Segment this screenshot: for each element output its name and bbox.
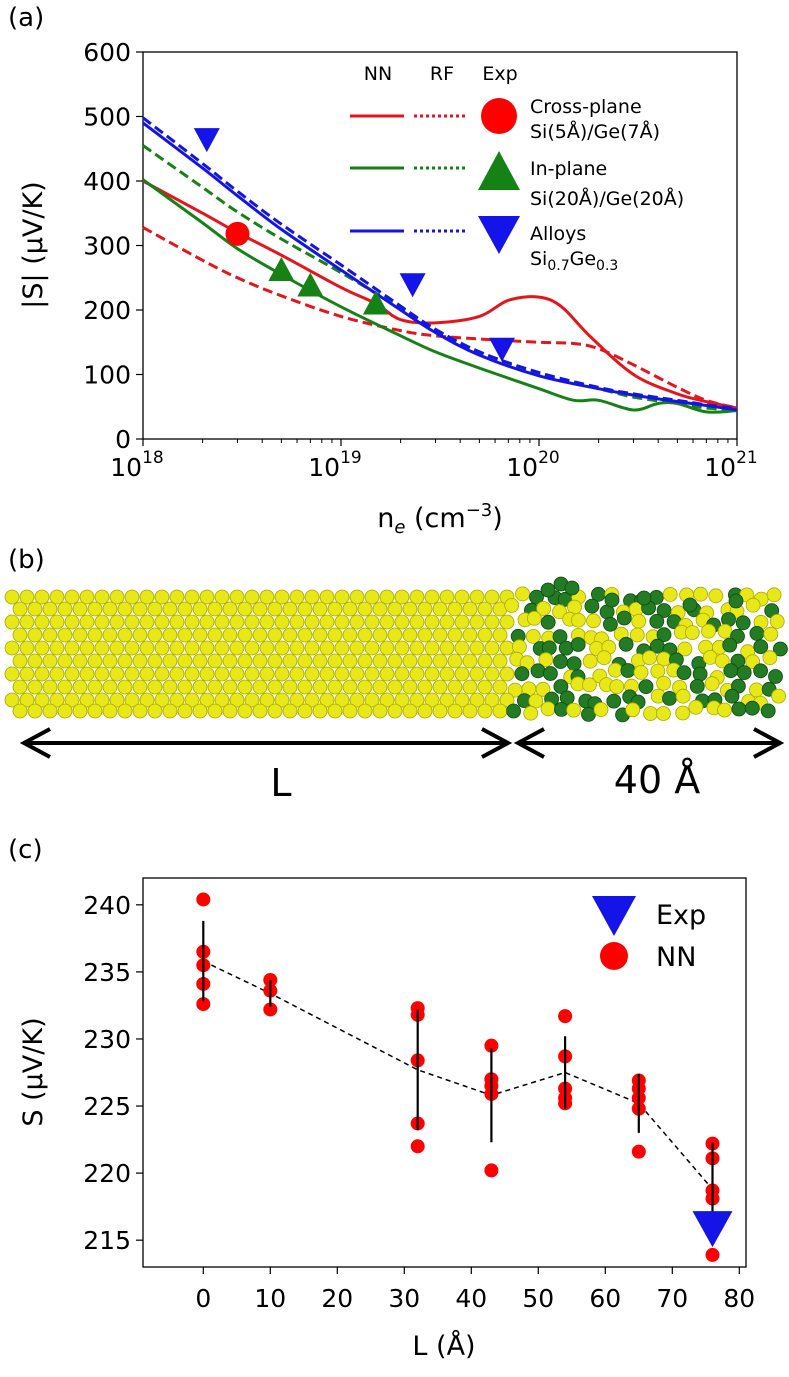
nn-point: [558, 1009, 573, 1024]
label-l: L: [270, 761, 291, 805]
series-alloys-rf: [142, 116, 738, 411]
plot-a-xtick-label: 1020: [506, 448, 559, 482]
nn-point: [263, 1002, 278, 1017]
plot-c-xtick-label: 10: [254, 1284, 286, 1313]
plot-c-ytick-label: 215: [83, 1226, 131, 1255]
plot-a-xlabel: ne (cm−3): [377, 500, 503, 538]
plot-c-xtick-label: 70: [656, 1284, 688, 1313]
plot-c-xtick-label: 60: [589, 1284, 621, 1313]
legend-alloys-line2: Si0.7Ge0.3: [530, 248, 618, 274]
plot-a-legend: NN RF Exp Cross-plane Si(5Å)/Ge(7Å) In-p…: [350, 63, 684, 274]
legend-cross-line2: Si(5Å)/Ge(7Å): [530, 120, 660, 143]
legend-c-nn-label: NN: [656, 942, 696, 973]
plot-c-ylabel: S (μV/K): [18, 1017, 49, 1126]
arrow-l-right-head: [481, 727, 513, 759]
label-40-angstrom: 40 Å: [614, 758, 700, 802]
nn-point: [196, 892, 211, 907]
point-in-plane-exp: [297, 272, 324, 297]
nn-point: [484, 1038, 499, 1053]
legend-cross-line1: Cross-plane: [530, 96, 642, 118]
plot-a-ytick-label: 0: [115, 425, 131, 454]
legend-header-nn: NN: [364, 63, 392, 85]
plot-c-xtick-label: 0: [195, 1284, 211, 1313]
legend-cross-exp-marker: [481, 98, 517, 134]
arrow-40-right-head: [753, 727, 785, 759]
plot-c: 0 10 20 30 40 50 60 70 80 215 220 225 230 235 240: [83, 877, 755, 1313]
plot-c-xtick-label: 20: [321, 1284, 353, 1313]
panel-b-label: (b): [8, 545, 45, 575]
legend-c-nn-marker: [600, 942, 628, 970]
plot-a-ytick-label: 600: [83, 38, 131, 67]
plot-c-ytick-label: 225: [83, 1092, 131, 1121]
series-alloys-nn: [142, 121, 738, 412]
point-in-plane-exp: [362, 290, 389, 315]
plot-c-legend: Exp NN: [592, 896, 706, 973]
nn-point: [631, 1144, 646, 1159]
plot-c-xtick-label: 80: [723, 1284, 755, 1313]
plot-a-xtick-label: 1018: [110, 448, 163, 482]
legend-header-rf: RF: [430, 63, 454, 85]
nn-point: [410, 1139, 425, 1154]
panel-a-label: (a): [8, 3, 44, 33]
arrow-l-left-head: [19, 727, 51, 759]
legend-alloys-exp-marker: [478, 216, 520, 254]
legend-c-exp-label: Exp: [656, 900, 706, 931]
plot-a-xtick-label: 1019: [308, 448, 361, 482]
legend-inplane-exp-marker: [478, 151, 520, 190]
legend-alloys-line1: Alloys: [530, 223, 586, 245]
plot-c-xlabel: L (Å): [412, 1330, 475, 1362]
plot-a-ytick-label: 100: [83, 361, 131, 390]
plot-a-ytick-label: 500: [83, 103, 131, 132]
plot-c-frame: [142, 877, 747, 1268]
point-in-plane-exp: [268, 257, 295, 282]
plot-a-ytick-label: 300: [83, 232, 131, 261]
series-cross-plane-nn: [142, 179, 738, 410]
exp-point: [692, 1211, 733, 1248]
plot-c-ytick-label: 220: [83, 1159, 131, 1188]
plot-a: 0 100 200 300 400 500 600 1018 1019 1020 1021: [83, 38, 757, 482]
plot-a-ytick-label: 200: [83, 296, 131, 325]
plot-a-xtick-label: 1021: [704, 448, 757, 482]
nn-point: [705, 1247, 720, 1262]
legend-inplane-line1: In-plane: [530, 158, 607, 180]
plot-a-ytick-label: 400: [83, 167, 131, 196]
nn-point: [484, 1163, 499, 1178]
plot-c-ytick-label: 230: [83, 1025, 131, 1054]
arrow-40-left-head: [513, 727, 545, 759]
plot-c-xtick-label: 40: [455, 1284, 487, 1313]
legend-header-exp: Exp: [482, 63, 517, 85]
atomic-structure-image: [4, 576, 788, 723]
plot-c-ytick-label: 235: [83, 958, 131, 987]
length-arrows: [19, 727, 785, 759]
series-in-plane-nn: [142, 178, 738, 414]
point-cross-plane-exp: [225, 221, 250, 246]
series-in-plane-rf: [142, 144, 738, 412]
legend-c-exp-marker: [592, 896, 636, 936]
legend-inplane-line2: Si(20Å)/Ge(20Å): [530, 187, 684, 210]
nn-point: [196, 997, 211, 1012]
point-alloys-exp: [399, 273, 426, 298]
plot-c-xtick-label: 30: [388, 1284, 420, 1313]
plot-c-ytick-label: 240: [83, 891, 131, 920]
point-alloys-exp: [488, 337, 515, 362]
point-alloys-exp: [193, 128, 220, 153]
plot-c-xtick-label: 50: [522, 1284, 554, 1313]
plot-a-ylabel: |S| (μV/K): [18, 181, 49, 308]
panel-c-label: (c): [8, 835, 43, 865]
